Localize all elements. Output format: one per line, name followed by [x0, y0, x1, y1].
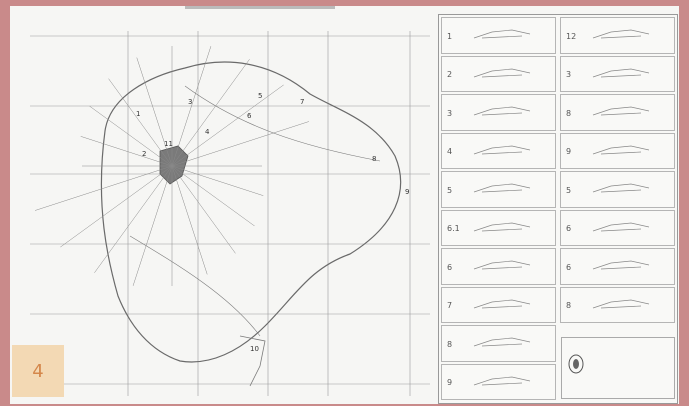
detail-panel: 9 — [441, 363, 556, 400]
panel-number: 8 — [566, 301, 572, 311]
map-point-label: 11 — [164, 140, 173, 148]
road-line — [129, 235, 261, 337]
panel-number: 6 — [447, 262, 453, 272]
seal-icon — [568, 354, 584, 374]
map-point-label: 7 — [300, 98, 304, 106]
road-line — [171, 46, 212, 167]
detail-panels: 1 12 2 3 3 8 4 9 5 5 6.1 6 6 6 7 8 8 9 — [438, 14, 678, 404]
map-point-label: 8 — [372, 155, 376, 163]
road-line — [171, 59, 250, 167]
road-line — [60, 165, 173, 248]
section-sketch — [473, 376, 531, 385]
island-coastline — [100, 61, 402, 363]
panel-number: 5 — [566, 185, 572, 195]
map-sheet: 1 2 3 4 5 6 7 8 9 10 11 1 12 2 3 3 8 4 9 5 5 6.1 6 6 6 7 8 8 9 — [10, 6, 679, 404]
detail-panel: 5 — [560, 171, 675, 208]
road-line — [34, 165, 173, 211]
detail-panel: 6 — [560, 209, 675, 246]
detail-panel: 5 — [441, 171, 556, 208]
section-sketch — [592, 183, 650, 193]
section-sketch — [473, 337, 531, 347]
section-sketch — [592, 29, 650, 39]
map-point-label: 6 — [247, 112, 252, 120]
detail-panel: 1 — [441, 17, 556, 54]
road-line — [171, 121, 310, 167]
map-point-label: 5 — [258, 92, 262, 100]
panel-number: 6 — [566, 262, 572, 272]
detail-panel: 4 — [441, 132, 556, 169]
detail-panel: 8 — [560, 94, 675, 131]
section-sketch — [473, 260, 531, 270]
detail-panel: 8 — [441, 325, 556, 362]
panel-number: 9 — [447, 378, 453, 388]
island-map: 1 2 3 4 5 6 7 8 9 10 11 — [30, 31, 430, 396]
section-sketch — [473, 106, 531, 116]
road-line — [171, 84, 284, 167]
section-sketch — [473, 29, 531, 39]
map-point-label: 3 — [188, 98, 192, 106]
map-point-label: 9 — [405, 188, 409, 196]
panel-number: 3 — [447, 108, 453, 118]
map-point-label: 2 — [142, 150, 146, 158]
detail-panel: 6 — [560, 248, 675, 285]
section-sketch — [473, 145, 531, 154]
section-sketch — [592, 260, 650, 270]
detail-panel: 6 — [441, 248, 556, 285]
road-line — [94, 165, 173, 273]
section-sketch — [592, 68, 650, 77]
section-sketch — [592, 145, 650, 154]
road-line — [89, 105, 173, 167]
panel-number: 1 — [447, 31, 453, 41]
panel-number: 12 — [566, 31, 577, 41]
road-line — [239, 335, 266, 387]
section-sketch — [592, 222, 650, 231]
road-line — [171, 165, 208, 275]
detail-panel: 6.1 — [441, 209, 556, 246]
road-line — [80, 136, 173, 167]
detail-panel: 12 — [560, 17, 675, 54]
panel-number: 9 — [566, 147, 572, 157]
detail-panel: 3 — [441, 94, 556, 131]
panel-number: 6.1 — [447, 224, 460, 234]
detail-panel: 9 — [560, 132, 675, 169]
map-legend — [561, 337, 675, 399]
section-sketch — [473, 68, 531, 77]
road-line — [136, 57, 173, 167]
panel-number: 7 — [447, 301, 453, 311]
section-sketch — [592, 299, 650, 308]
panel-number: 3 — [566, 70, 572, 80]
road-line — [184, 85, 381, 162]
road-line — [171, 165, 255, 227]
detail-panel: 8 — [560, 286, 675, 323]
panel-number: 8 — [447, 339, 453, 349]
town-area — [159, 145, 189, 185]
panel-number: 6 — [566, 224, 572, 234]
section-sketch — [473, 299, 531, 308]
map-point-label: 10 — [250, 345, 259, 353]
panel-number: 2 — [447, 70, 453, 80]
panel-number: 4 — [447, 147, 453, 157]
panel-number: 8 — [566, 108, 572, 118]
road-line — [171, 165, 236, 254]
detail-panel: 7 — [441, 286, 556, 323]
map-point-label: 4 — [205, 128, 210, 136]
panel-number: 5 — [447, 185, 453, 195]
road-line — [132, 165, 173, 286]
section-sketch — [473, 183, 531, 193]
section-sketch — [473, 222, 531, 231]
page-number-badge: 4 — [12, 345, 64, 397]
road-line — [108, 78, 173, 167]
map-point-label: 1 — [136, 110, 140, 118]
sheet-title-strip — [185, 6, 335, 9]
detail-panel: 3 — [560, 55, 675, 92]
road-line — [171, 165, 264, 196]
detail-panel: 2 — [441, 55, 556, 92]
section-sketch — [592, 106, 650, 116]
